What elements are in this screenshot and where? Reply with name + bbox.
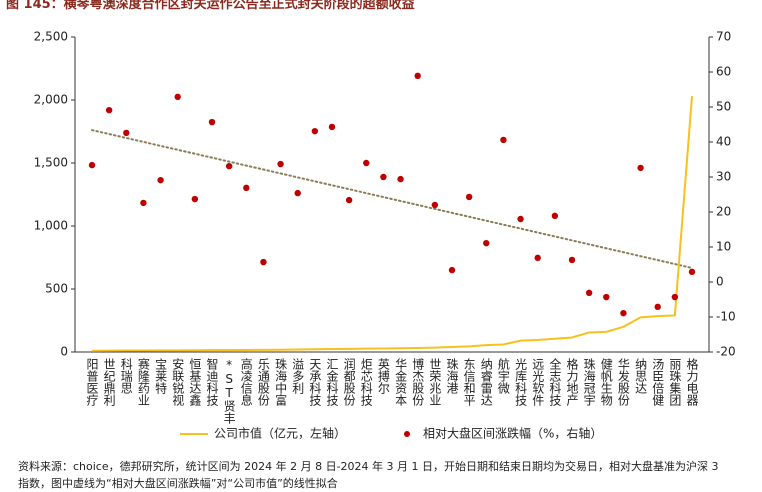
- x-tick-label: 格力电器: [685, 358, 699, 406]
- source-line: 指数，图中虚线为“相对大盘区间涨跌幅”对“公司市值”的线性拟合: [18, 477, 338, 490]
- y2-tick-label: 50: [716, 100, 731, 114]
- y2-tick-label: -10: [716, 310, 736, 324]
- x-tick-label: 珠海港: [445, 358, 459, 394]
- x-tick-label: 天承科技: [307, 358, 322, 406]
- scatter-point: [431, 201, 439, 209]
- source: 资料来源：choice，德邦研究所，统计区间为 2024 年 2 月 8 日-2…: [18, 458, 719, 492]
- page: {"chart_data":{"type":"combo", "title":"…: [6, 0, 736, 490]
- x-tick-label: 润都股份: [342, 358, 357, 406]
- x-tick-label: 阳普医疗: [85, 358, 99, 406]
- x-tick-label: 纳思达: [633, 358, 648, 394]
- x-tick-label: 珠海中富: [273, 358, 288, 406]
- scatter-point: [191, 195, 199, 203]
- y-tick-label: 2,500: [34, 30, 68, 44]
- y2-tick-label: -20: [716, 345, 736, 359]
- chart: 0 500 1,000 1,500 2,000 2,500 -20 -10 0 10 20 30 40 5…: [34, 30, 736, 441]
- x-tick-label: 东信和平: [462, 358, 477, 406]
- y2-tick-label: 20: [716, 205, 731, 219]
- y-tick-label: 0: [60, 345, 68, 359]
- scatter-point: [551, 212, 559, 220]
- title: 图 145：横琴粤澳深度合作区封关运作公告至正式封关阶段的超额收益: [6, 0, 415, 12]
- scatter-point: [534, 254, 541, 262]
- x-tick-label: 纳睿雷达: [479, 358, 494, 406]
- scatter-point: [140, 199, 147, 207]
- x-tick-label: 智迪科技: [205, 358, 219, 406]
- scatter-point: [157, 176, 164, 184]
- line-series: [91, 96, 693, 352]
- scatter-point: [380, 173, 387, 181]
- x-tick-label: 赛隆药业: [136, 358, 151, 406]
- x-tick-label: 世荣兆业: [427, 358, 442, 406]
- scatter-point: [294, 189, 301, 197]
- x-tick-label: 高凌信息: [239, 358, 254, 406]
- scatter-point: [688, 268, 696, 276]
- scatter-point: [260, 258, 267, 266]
- x-tick-label: 汇金科技: [325, 358, 339, 406]
- x-tick-label: 汤臣倍健: [650, 358, 665, 406]
- scatter-point: [585, 289, 593, 297]
- x-tick-label: 溢多利: [290, 358, 305, 394]
- y2-tick-label: 40: [716, 135, 731, 149]
- x-tick-label: 健帆生物: [599, 358, 614, 406]
- scatter-point: [225, 162, 233, 170]
- legend-label: 公司市值（亿元，左轴）: [214, 426, 346, 441]
- scatter-point: [654, 303, 661, 311]
- x-tick-label: 乐通股份: [256, 358, 271, 406]
- x-tick-label: 远光软件: [530, 358, 545, 406]
- scatter-point: [174, 93, 181, 101]
- scatter-point: [277, 160, 284, 168]
- scatter-point: [88, 161, 96, 169]
- x-tick-label: 宝莱特: [153, 358, 168, 394]
- scatter-point: [465, 193, 473, 201]
- x-tick-label: 光库科技: [513, 358, 528, 406]
- scatter-point: [397, 175, 404, 183]
- scatter-point: [671, 293, 679, 301]
- y2-tick-label: 60: [716, 65, 731, 79]
- scatter-point: [123, 129, 130, 137]
- y-tick-label: 1,000: [34, 219, 68, 233]
- scatter-point: [448, 266, 456, 274]
- y-tick-label: 1,500: [34, 156, 68, 170]
- scatter-point: [208, 118, 216, 126]
- x-tick-label: 全志科技: [547, 358, 562, 406]
- scatter-point: [568, 256, 576, 264]
- x-tick-label: *ST贤丰: [222, 358, 237, 424]
- scatter-point: [363, 159, 370, 167]
- legend-dot: [404, 431, 410, 437]
- x-tick-label: 世纪鼎利: [102, 358, 117, 406]
- y2-tick-label: 10: [716, 240, 731, 254]
- scatter-point: [603, 293, 610, 301]
- scatter-point: [414, 72, 421, 80]
- legend-label: 相对大盘区间涨跌幅（%，右轴）: [423, 426, 602, 441]
- y-tick-label: 2,000: [34, 93, 68, 107]
- x-tick-label: 科瑞思: [119, 358, 134, 394]
- scatter-point: [345, 196, 353, 204]
- x-tick-label: 恒基达鑫: [187, 358, 202, 406]
- x-tick-label: 华金资本: [393, 358, 408, 406]
- y-tick-label: 500: [45, 282, 68, 296]
- x-tick-label: 华发股份: [616, 358, 631, 406]
- scatter-point: [500, 136, 507, 144]
- source-line: 资料来源：choice，德邦研究所，统计区间为 2024 年 2 月 8 日-2…: [18, 460, 719, 473]
- x-tick-label: 英搏尔: [376, 358, 391, 394]
- x-tick-label: 丽珠集团: [667, 358, 682, 406]
- scatter-point: [328, 123, 336, 131]
- trendline: [91, 129, 693, 269]
- x-tick-label: 炬芯科技: [359, 358, 374, 406]
- x-tick-label: 航宇微: [496, 358, 511, 394]
- scatter-point: [637, 164, 644, 172]
- scatter-point: [243, 184, 250, 192]
- y2-tick-label: 70: [716, 30, 731, 44]
- scatter-point: [483, 239, 490, 247]
- x-tick-label: 博杰股份: [410, 358, 425, 406]
- scatter-point: [311, 127, 319, 135]
- x-tick-label: 珠海冠宇: [582, 358, 597, 406]
- x-tick-label: 格力地产: [565, 358, 579, 406]
- scatter-point: [620, 309, 627, 317]
- scatter-point: [517, 215, 524, 223]
- y2-tick-label: 30: [716, 170, 731, 184]
- x-tick-label: 安联锐视: [170, 358, 185, 406]
- y2-tick-label: 0: [716, 275, 724, 289]
- scatter-point: [105, 106, 113, 114]
